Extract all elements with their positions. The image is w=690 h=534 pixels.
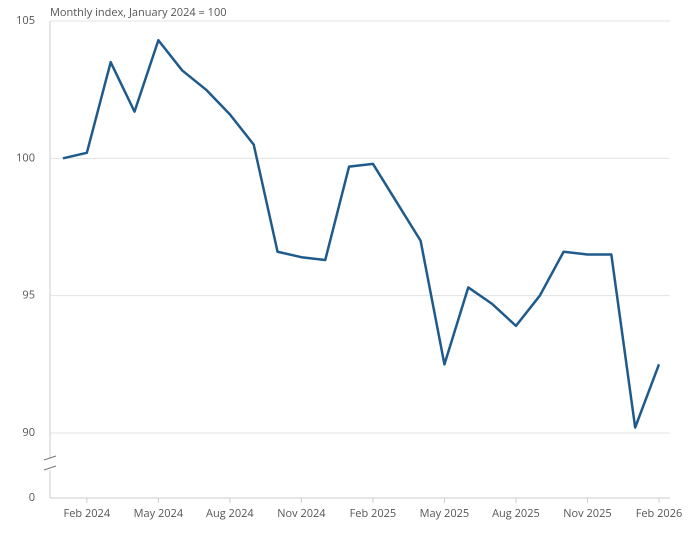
axis-break: [43, 465, 57, 471]
y-tick-label: 0: [29, 490, 35, 505]
line: [62, 38, 661, 429]
axis-break: [43, 455, 57, 461]
chart-subtitle: Monthly index, January 2024 = 100: [50, 5, 227, 20]
y-tick-label: 105: [16, 13, 35, 28]
y-tick-label: 100: [16, 150, 35, 165]
x-tick-label: May 2025: [420, 506, 470, 521]
x-tick-label: Nov 2025: [563, 506, 611, 521]
y-tick-label: 90: [22, 425, 35, 440]
x-tick-label: Aug 2025: [492, 506, 540, 521]
x-tick-label: Nov 2024: [277, 506, 326, 521]
x-tick-label: Feb 2024: [64, 506, 111, 521]
y-tick-label: 95: [22, 288, 35, 303]
x-tick-label: May 2024: [134, 506, 184, 521]
x-tick-label: Feb 2025: [350, 506, 397, 521]
x-tick-label: Feb 2026: [636, 506, 683, 521]
x-tick-label: Aug 2024: [206, 506, 254, 521]
